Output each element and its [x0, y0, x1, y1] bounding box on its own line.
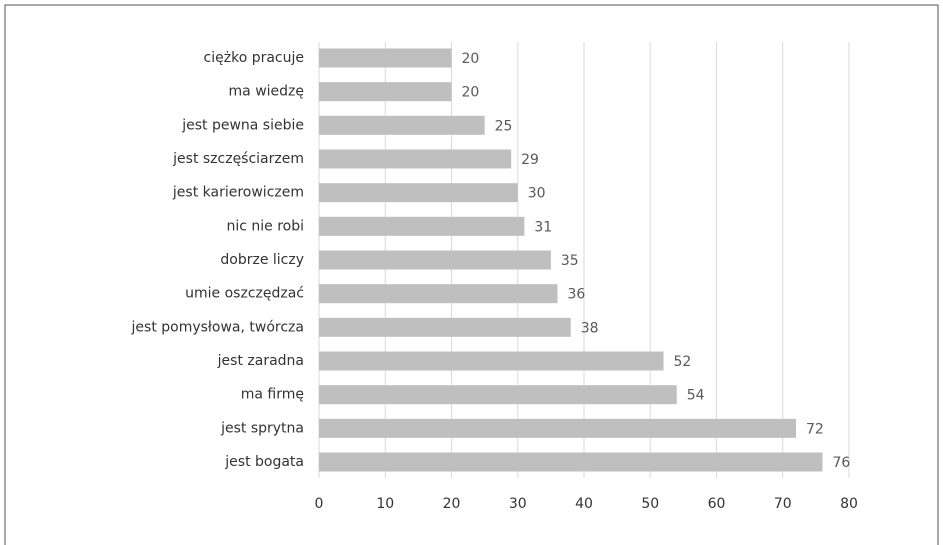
y-tick-label: umie oszczędzać [185, 286, 304, 302]
x-tick-label: 10 [376, 496, 394, 512]
y-tick-label: jest sprytna [220, 420, 304, 436]
x-tick-label: 50 [641, 496, 659, 512]
y-tick-label: dobrze liczy [220, 252, 304, 268]
y-tick-label: nic nie robi [226, 218, 304, 234]
bar [319, 48, 452, 68]
bar [319, 115, 485, 135]
bar [319, 216, 525, 236]
y-tick-label: jest bogata [224, 454, 304, 470]
value-label: 38 [581, 320, 599, 336]
frame [4, 4, 939, 545]
value-label: 36 [568, 287, 586, 303]
x-tick-label: 20 [443, 496, 461, 512]
x-tick-label: 0 [315, 496, 324, 512]
y-tick-label: ciężko pracuje [204, 50, 304, 66]
value-label: 29 [521, 152, 539, 168]
value-label: 30 [528, 186, 546, 202]
value-label: 20 [462, 51, 480, 67]
value-label: 20 [462, 85, 480, 101]
bar [319, 250, 551, 270]
x-tick-label: 40 [575, 496, 593, 512]
x-tick-label: 70 [774, 496, 792, 512]
value-label: 54 [687, 388, 705, 404]
x-tick-label: 30 [509, 496, 527, 512]
x-tick-label: 80 [840, 496, 858, 512]
y-tick-label: ma wiedzę [229, 84, 304, 100]
y-tick-label: jest pomysłowa, twórcza [131, 319, 304, 335]
value-label: 25 [495, 118, 513, 134]
bar [319, 317, 571, 337]
bar [319, 284, 558, 304]
x-tick-label: 60 [708, 496, 726, 512]
y-tick-label: jest karierowiczem [172, 185, 304, 201]
bar [319, 82, 452, 102]
bar [319, 385, 677, 405]
value-label: 35 [561, 253, 579, 269]
value-label: 72 [806, 421, 824, 437]
y-tick-label: jest zaradna [217, 353, 304, 369]
y-tick-label: jest szczęściarzem [172, 151, 304, 167]
y-tick-label: jest pewna siebie [181, 117, 304, 133]
bar [319, 183, 518, 203]
y-tick-label: ma firmę [241, 387, 304, 403]
bar [319, 149, 512, 169]
bar [319, 452, 823, 472]
value-label: 31 [534, 219, 552, 235]
value-label: 76 [833, 455, 851, 471]
bar [319, 418, 796, 438]
value-label: 52 [674, 354, 692, 370]
bar [319, 351, 664, 371]
